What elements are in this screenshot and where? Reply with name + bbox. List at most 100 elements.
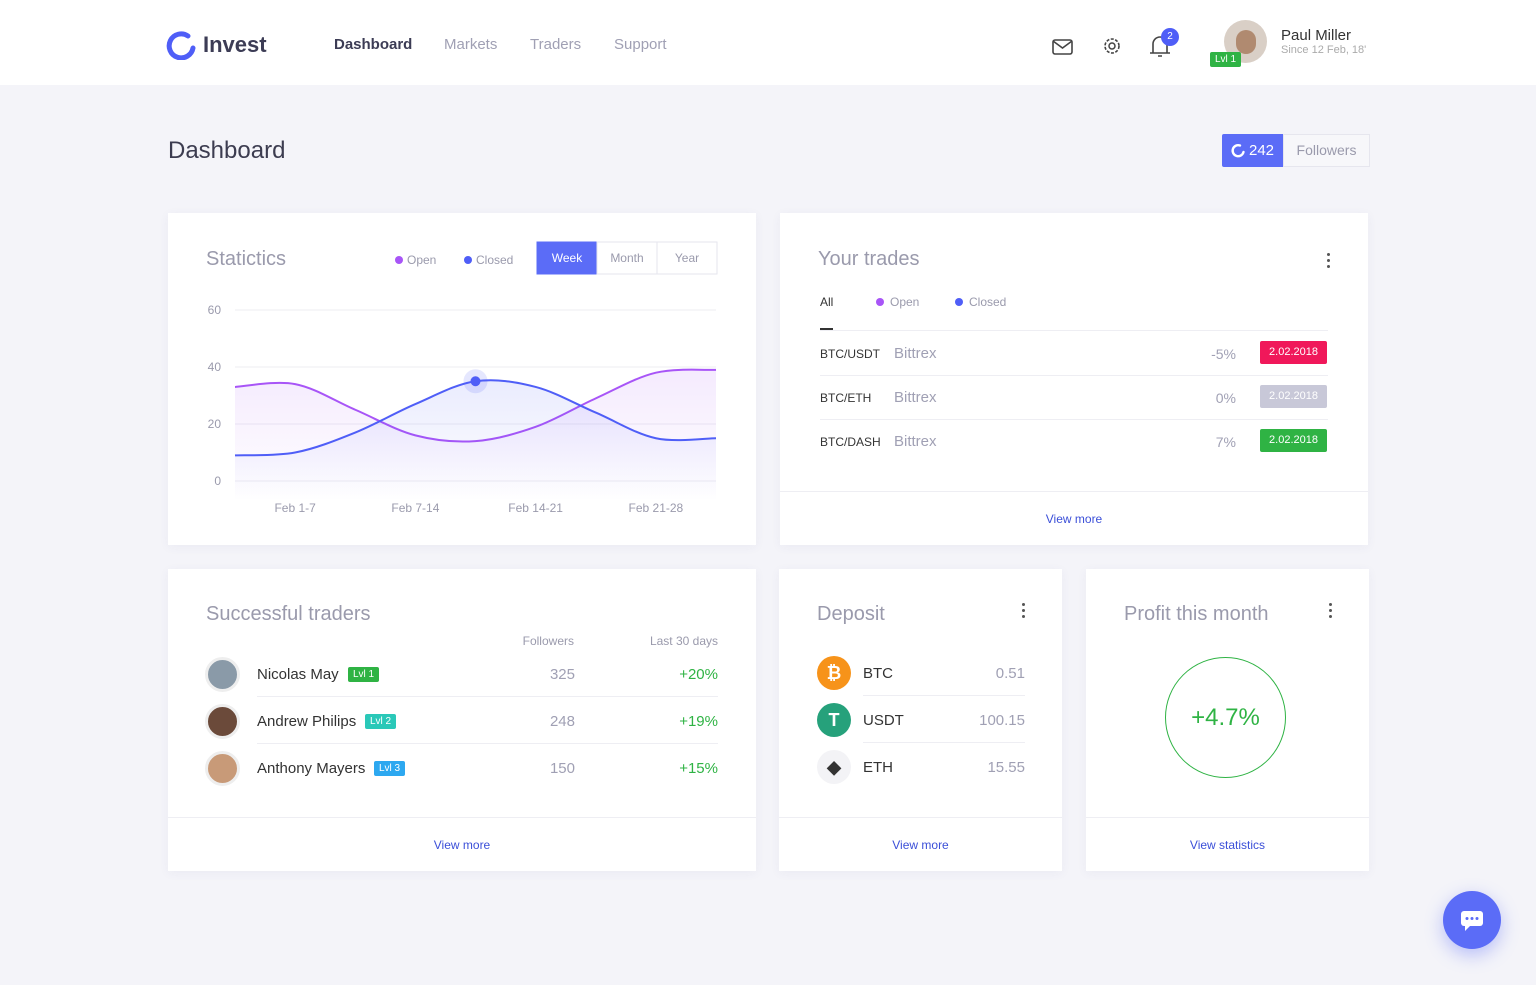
tab-dot [876, 298, 884, 306]
nav-link[interactable]: Markets [444, 36, 498, 53]
change: +19% [679, 713, 718, 730]
pair: BTC/ETH [820, 391, 872, 405]
legend-label: Open [407, 253, 436, 267]
menu-button[interactable] [1329, 603, 1333, 621]
amount: 100.15 [979, 712, 1025, 729]
tab[interactable]: Open [890, 295, 920, 309]
x-tick-label: Feb 14-21 [508, 501, 563, 515]
view-more[interactable]: View more [780, 491, 1368, 545]
avatar[interactable] [205, 704, 240, 739]
change: 0% [1215, 390, 1236, 406]
period-button[interactable] [656, 241, 718, 275]
followers: 150 [549, 760, 575, 777]
trader-name[interactable]: Nicolas May [257, 666, 339, 683]
profit-value: +4.7% [1165, 657, 1286, 778]
coin-name: USDT [863, 712, 904, 729]
chart: 0 20 40 60 Feb 1-7 Feb 7-14 Feb 14-21 Feb 21-28… [208, 241, 718, 515]
profit-card: Profit this month +4.7% View statistics [1086, 569, 1369, 871]
date-badge: 2.02.2018 [1260, 385, 1327, 408]
divider [257, 696, 718, 697]
change: +20% [679, 666, 718, 683]
y-tick-label: 40 [208, 360, 222, 374]
top-bar: Invest Dashboard Markets Traders Support 2 … [0, 0, 1536, 85]
level-badge: Lvl 2 [365, 714, 397, 729]
tab[interactable]: All [820, 295, 834, 309]
user-since: Since 12 Feb, 18' [1281, 44, 1367, 56]
nav-link[interactable]: Support [614, 36, 667, 53]
logo-icon [166, 31, 196, 60]
x-tick-label: Feb 7-14 [391, 501, 439, 515]
date-badge: 2.02.2018 [1260, 429, 1327, 452]
tab-underline [820, 328, 833, 330]
divider [820, 419, 1328, 420]
followers: 248 [549, 713, 575, 730]
brand: Invest [203, 32, 267, 57]
coin-icon: ◆ [817, 750, 851, 784]
followers-icon [1231, 143, 1245, 158]
area [235, 380, 716, 501]
level-badge: Lvl 1 [348, 667, 380, 682]
pair: BTC/DASH [820, 435, 881, 449]
avatar[interactable] [205, 657, 240, 692]
nav-link[interactable]: Traders [530, 36, 582, 53]
chat-button[interactable] [1443, 891, 1501, 949]
level-badge: Lvl 3 [374, 761, 406, 776]
x-tick-label: Feb 1-7 [274, 501, 316, 515]
user-level: Lvl 1 [1210, 52, 1242, 67]
tab-dot [955, 298, 963, 306]
view-more[interactable]: View more [168, 817, 756, 871]
period-label: Month [610, 251, 643, 265]
card-title: Profit this month [1124, 603, 1269, 625]
column-header: Followers [522, 634, 574, 648]
trades-card: Your trades All Open Closed BTC/USDT Bittrex… [780, 213, 1368, 545]
trader-name[interactable]: Andrew Philips [257, 713, 357, 730]
x-tick-label: Feb 21-28 [629, 501, 684, 515]
nav-link[interactable]: Dashboard [334, 36, 413, 53]
y-tick-label: 20 [208, 417, 222, 431]
point [470, 376, 481, 387]
view-statistics[interactable]: View statistics [1086, 817, 1369, 871]
date-badge: 2.02.2018 [1260, 341, 1327, 364]
amount: 0.51 [995, 665, 1025, 682]
y-tick-label: 60 [208, 303, 222, 317]
followers: 325 [549, 666, 575, 683]
mail-icon[interactable] [1052, 39, 1073, 55]
period-label: Week [552, 251, 583, 265]
exchange: Bittrex [894, 389, 937, 406]
period-label: Year [675, 251, 699, 265]
card-title: Deposit [817, 603, 885, 625]
traders-card: Successful traders Followers Last 30 days… [168, 569, 756, 871]
coin-name: BTC [863, 665, 893, 682]
avatar[interactable] [205, 751, 240, 786]
page-title: Dashboard [168, 137, 286, 164]
divider [257, 743, 718, 744]
pair: BTC/USDT [820, 347, 880, 361]
coin-icon: T [817, 703, 851, 737]
divider [820, 375, 1328, 376]
tab[interactable]: Closed [969, 295, 1007, 309]
divider [820, 330, 1328, 331]
notification-badge: 2 [1161, 28, 1179, 46]
settings-icon[interactable] [1104, 38, 1120, 54]
legend-dot [464, 256, 472, 264]
menu-button[interactable] [1022, 603, 1026, 621]
legend-dot [395, 256, 403, 264]
card-title: Successful traders [206, 603, 371, 625]
exchange: Bittrex [894, 433, 937, 450]
exchange: Bittrex [894, 345, 937, 362]
amount: 15.55 [987, 759, 1025, 776]
trader-name[interactable]: Anthony Mayers [257, 760, 366, 777]
legend-label: Closed [476, 253, 513, 267]
statistics-card: Statictics 0 20 40 60 Feb 1-7 Feb 7-14 Feb 14-… [168, 213, 756, 545]
menu-button[interactable] [1327, 253, 1331, 271]
icons [1052, 36, 1170, 57]
change: +15% [679, 760, 718, 777]
divider [863, 695, 1025, 696]
user-avatar[interactable] [1224, 20, 1267, 63]
change: -5% [1211, 346, 1236, 362]
period-button[interactable] [596, 241, 658, 275]
period-button[interactable] [536, 241, 598, 275]
divider [863, 742, 1025, 743]
view-more[interactable]: View more [779, 817, 1062, 871]
